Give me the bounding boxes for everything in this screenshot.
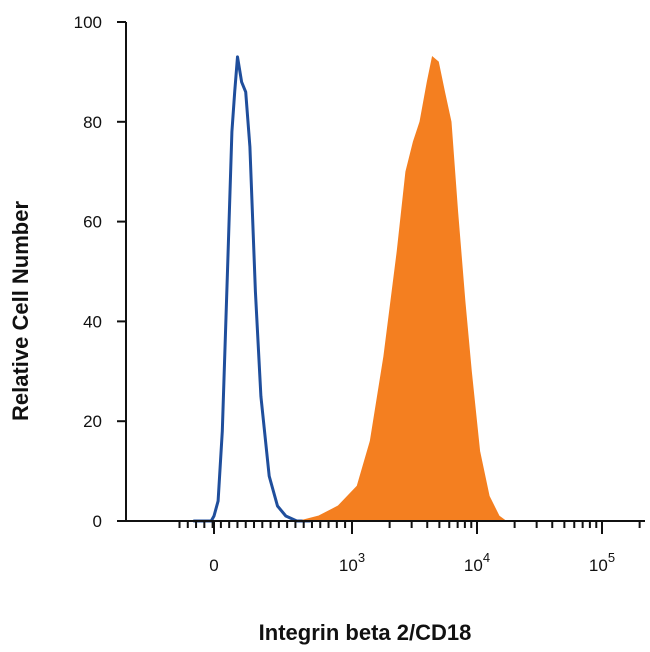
series-layer bbox=[193, 55, 508, 523]
x-tick-label: 103 bbox=[339, 550, 365, 575]
y-tick-label: 80 bbox=[83, 113, 102, 132]
y-tick-label: 40 bbox=[83, 312, 102, 331]
axes-layer: 0 20 40 60 80 100 0 103 104 105 bbox=[74, 13, 645, 575]
y-tick-label: 0 bbox=[93, 512, 102, 531]
x-tick-label: 0 bbox=[209, 556, 218, 575]
x-tick-label: 105 bbox=[589, 550, 615, 575]
x-tick-exponent: 4 bbox=[483, 550, 490, 565]
x-axis-title: Integrin beta 2/CD18 bbox=[259, 620, 472, 645]
histogram-outline-series bbox=[193, 55, 311, 523]
x-tick-label: 104 bbox=[464, 550, 490, 575]
y-tick-label: 20 bbox=[83, 412, 102, 431]
histogram-filled-series bbox=[269, 55, 508, 522]
y-tick-label: 100 bbox=[74, 13, 102, 32]
y-axis-title: Relative Cell Number bbox=[8, 201, 33, 422]
x-tick-exponent: 5 bbox=[608, 550, 615, 565]
y-tick-label: 60 bbox=[83, 213, 102, 232]
x-tick-exponent: 3 bbox=[358, 550, 365, 565]
